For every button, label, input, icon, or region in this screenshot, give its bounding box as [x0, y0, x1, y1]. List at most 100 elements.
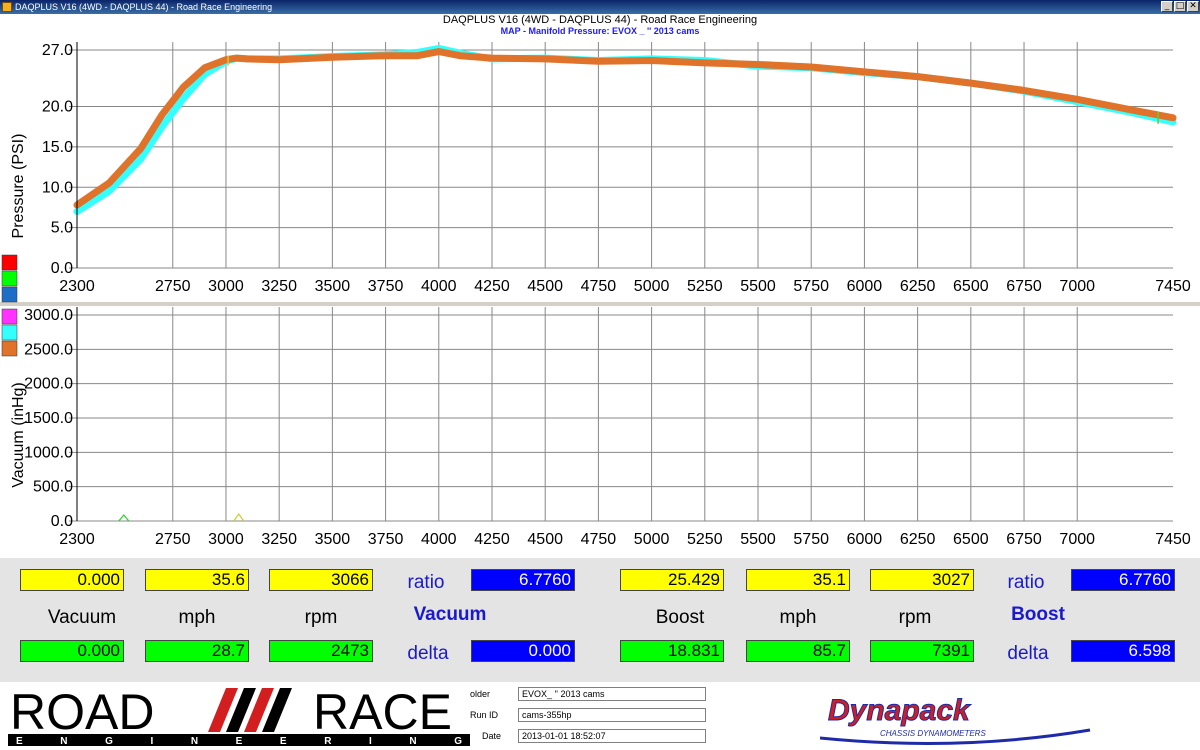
logo-word-race: RACE [313, 684, 452, 740]
minimize-button[interactable]: _ [1161, 1, 1173, 12]
boost-mph-top: 35.1 [746, 569, 850, 591]
folder-field: EVOX_ '' 2013 cams [518, 687, 706, 701]
legend-swatch [1, 270, 18, 287]
vacuum-y-tick-label: 0.0 [51, 513, 73, 530]
pressure-y-tick-label: 20.0 [42, 99, 73, 116]
vacuum-x-tick-label: 7000 [1059, 531, 1095, 548]
pressure-x-tick-label: 5250 [687, 278, 723, 295]
pressure-x-tick-label: 3250 [261, 278, 297, 295]
pressure-y-tick-label: 15.0 [42, 139, 73, 156]
vacuum-x-tick-label: 5000 [634, 531, 670, 548]
boost-mph-bottom: 85.7 [746, 640, 850, 662]
vacuum-x-tick-label: 5250 [687, 531, 723, 548]
pressure-x-tick-label: 5750 [793, 278, 829, 295]
window-title: DAQPLUS V16 (4WD - DAQPLUS 44) - Road Ra… [15, 2, 273, 12]
legend-swatches[interactable] [1, 254, 18, 357]
pressure-x-tick-label: 6750 [1006, 278, 1042, 295]
pressure-y-tick-label: 10.0 [42, 179, 73, 196]
vacuum-marker [118, 514, 130, 522]
pressure-x-tick-label: 5000 [634, 278, 670, 295]
vacuum-markers [118, 512, 245, 522]
chart-subtitle: MAP - Manifold Pressure: EVOX _ '' 2013 … [500, 26, 700, 36]
vacuum-delta-value: 0.000 [471, 640, 575, 662]
charts-area[interactable]: 2300 2300 2750 2750 3000 3000 3250 3250 3500 3500… [0, 38, 1200, 556]
boost-label: Boost [655, 607, 705, 628]
logo-word-road: ROAD [10, 684, 154, 740]
vacuum-x-tick-label: 2750 [155, 531, 191, 548]
pressure-x-tick-label: 6250 [900, 278, 936, 295]
pressure-x-tick-label: 3750 [368, 278, 404, 295]
maximize-button[interactable]: □ [1174, 1, 1186, 12]
vacuum-x-tick-label: 2300 [59, 531, 95, 548]
dynapack-name: Dynapack [828, 694, 971, 727]
pressure-series-line [73, 48, 1177, 209]
logo-sub-engineering: E N G I N E E R I N G [16, 736, 462, 746]
legend-swatch [1, 286, 18, 303]
title-bar: DAQPLUS V16 (4WD - DAQPLUS 44) - Road Ra… [0, 0, 1200, 14]
vacuum-grid [69, 307, 1173, 522]
pressure-x-tick-label: 3000 [208, 278, 244, 295]
vacuum-x-tick-label: 6750 [1006, 531, 1042, 548]
boost-mph-label: mph [779, 607, 817, 628]
vacuum-mph-label: mph [178, 607, 216, 628]
run-id-label: Run ID [470, 710, 499, 720]
pressure-x-tick-label: 5500 [740, 278, 776, 295]
vacuum-y-tick-label: 2000.0 [24, 376, 73, 393]
boost-delta-label: delta [1007, 643, 1049, 664]
vacuum-x-tick-label: 4000 [421, 531, 457, 548]
legend-swatch [1, 308, 18, 325]
vacuum-x-tick-label: 3500 [315, 531, 351, 548]
vacuum-x-tick-label: 4250 [474, 531, 510, 548]
boost-value-bottom: 18.831 [620, 640, 724, 662]
vacuum-mph-bottom: 28.7 [145, 640, 249, 662]
pressure-x-tick-label: 6000 [847, 278, 883, 295]
vacuum-value-top: 0.000 [20, 569, 124, 591]
boost-rpm-bottom: 7391 [870, 640, 974, 662]
chart-title: DAQPLUS V16 (4WD - DAQPLUS 44) - Road Ra… [442, 14, 758, 26]
pressure-x-tick-label: 4500 [527, 278, 563, 295]
footer: ROAD RACE E N G I N E E R I N G older EV… [0, 682, 1200, 750]
pressure-y-tick-label: 0.0 [51, 260, 73, 277]
vacuum-x-tick-label: 6000 [847, 531, 883, 548]
boost-section-label: Boost [1011, 604, 1065, 625]
vacuum-rpm-top: 3066 [269, 569, 373, 591]
close-button[interactable]: ✕ [1187, 1, 1199, 12]
vacuum-mph-top: 35.6 [145, 569, 249, 591]
vacuum-section-label: Vacuum [413, 604, 487, 625]
vacuum-marker [233, 512, 245, 522]
pressure-x-tick-label: 2300 [59, 278, 95, 295]
pressure-axis-label: Pressure (PSI) [10, 134, 27, 239]
dynapack-sub: CHASSIS DYNAMOMETERS [880, 729, 986, 738]
folder-label: older [470, 689, 491, 699]
vacuum-x-tick-label: 6500 [953, 531, 989, 548]
pressure-x-tick-label: 6500 [953, 278, 989, 295]
boost-ratio-value: 6.7760 [1071, 569, 1175, 591]
boost-ratio-label: ratio [1007, 572, 1045, 593]
vacuum-x-tick-label: 3000 [208, 531, 244, 548]
date-label: Date [482, 731, 502, 741]
vacuum-x-tick-label: 3750 [368, 531, 404, 548]
boost-rpm-top: 3027 [870, 569, 974, 591]
tick-labels: 2300 2300 2750 2750 3000 3000 3250 3250 3500 3500… [24, 42, 1191, 548]
vacuum-ratio-label: ratio [407, 572, 445, 593]
legend-swatch [1, 340, 18, 357]
vacuum-y-tick-label: 3000.0 [24, 307, 73, 324]
pressure-x-tick-label: 3500 [315, 278, 351, 295]
legend-swatch [1, 254, 18, 271]
vacuum-x-tick-label: 5750 [793, 531, 829, 548]
pressure-y-tick-label: 5.0 [51, 220, 73, 237]
vacuum-y-tick-label: 1000.0 [24, 444, 73, 461]
boost-value-top: 25.429 [620, 569, 724, 591]
pressure-series [73, 44, 1177, 215]
run-id-field: cams-355hp [518, 708, 706, 722]
pressure-x-tick-label: 2750 [155, 278, 191, 295]
vacuum-label: Vacuum [47, 607, 117, 628]
vacuum-rpm-label: rpm [304, 607, 338, 628]
vacuum-x-tick-label: 6250 [900, 531, 936, 548]
vacuum-value-bottom: 0.000 [20, 640, 124, 662]
vacuum-y-tick-label: 500.0 [33, 479, 73, 496]
vacuum-rpm-bottom: 2473 [269, 640, 373, 662]
pressure-x-tick-label: 4250 [474, 278, 510, 295]
pressure-grid [69, 42, 1173, 269]
vacuum-axis-label: Vacuum (inHg) [10, 382, 27, 488]
